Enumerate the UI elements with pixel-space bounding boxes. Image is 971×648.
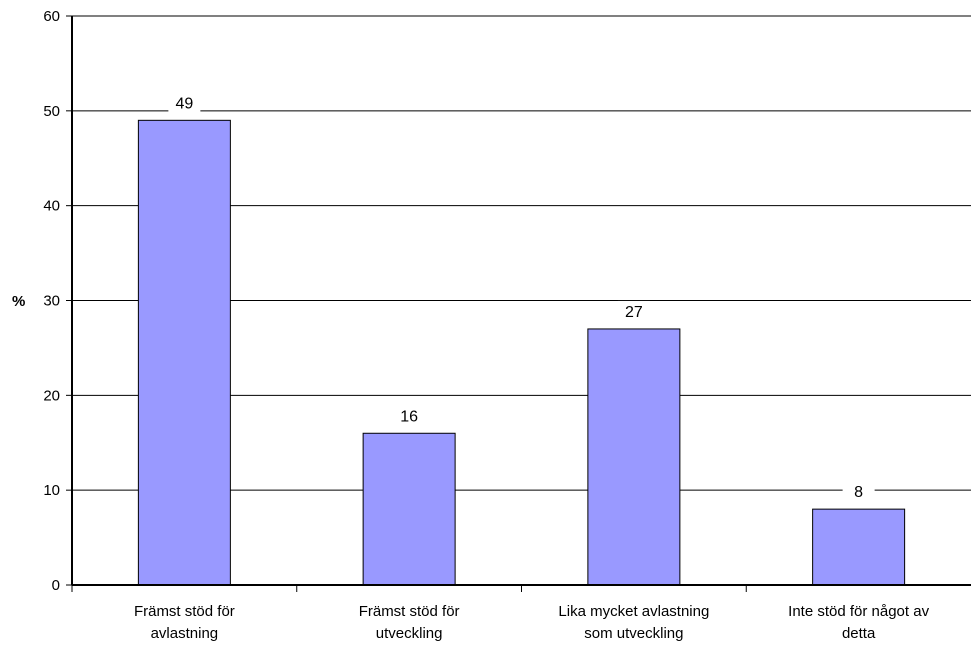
y-tick-label: 0 [52,577,60,594]
y-tick-label: 40 [43,198,60,215]
category-label: utveckling [376,625,443,642]
value-label: 16 [400,408,418,425]
category-label: avlastning [151,625,219,642]
value-label-bg [168,92,201,113]
axes [66,15,971,592]
y-tick-label: 50 [43,103,60,120]
y-tick-label: 10 [43,482,60,499]
bar [137,119,231,586]
bars [137,119,906,586]
category-label: Främst stöd för [134,603,235,620]
bar [587,328,681,586]
y-axis-label: % [12,293,25,310]
y-tick-labels: 0 10 20 30 40 50 60 [43,8,60,594]
value-label-bg [393,405,426,426]
y-tick-label: 30 [43,293,60,310]
value-label: 27 [625,304,643,321]
y-tick-label: 20 [43,387,60,404]
value-labels: 49 16 27 8 [168,92,875,502]
category-labels: Främst stöd för avlastning Främst stöd för… [134,603,930,642]
bar [812,508,906,586]
category-label: detta [842,625,876,642]
category-label: Lika mycket avlastning [558,603,709,620]
value-label-bg [617,300,650,321]
bar [362,432,456,586]
value-label: 49 [175,95,193,112]
value-label: 8 [854,484,863,501]
category-label: som utveckling [584,625,683,642]
value-label-bg [842,481,875,502]
y-tick-label: 60 [43,8,60,25]
category-label: Inte stöd för något av [788,603,929,620]
category-label: Främst stöd för [359,603,460,620]
